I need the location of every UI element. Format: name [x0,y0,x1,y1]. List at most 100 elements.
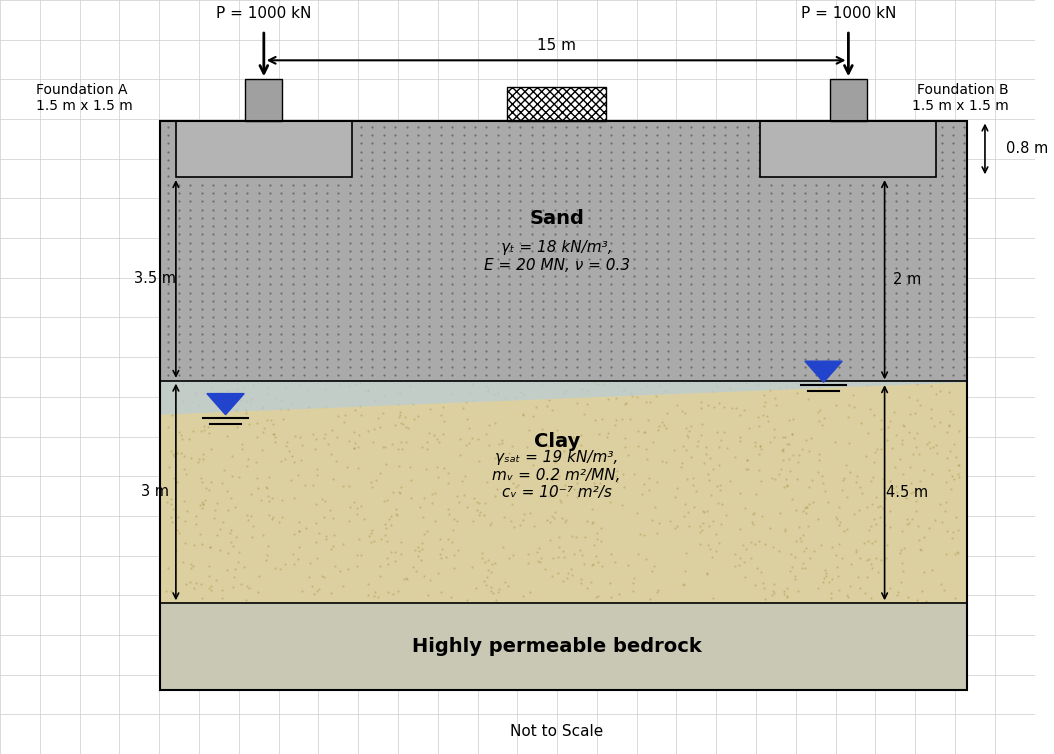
Point [316,571,333,583]
Point [780,438,797,450]
Point [901,461,918,474]
Point [543,571,560,583]
Point [680,431,697,443]
Point [422,574,438,586]
Point [623,387,640,399]
Point [564,530,581,542]
Point [834,553,851,565]
Point [558,513,574,526]
Point [228,404,245,416]
Point [575,558,592,570]
Point [215,403,232,415]
Point [177,468,194,480]
Point [214,584,231,596]
Point [470,433,487,445]
Point [480,554,496,566]
Point [658,422,675,434]
Point [839,590,856,602]
Text: P = 1000 kN: P = 1000 kN [801,6,896,21]
Point [683,451,700,463]
Point [242,510,259,522]
Point [867,553,884,565]
Point [190,452,207,464]
Point [487,593,504,605]
Point [566,548,583,560]
Point [534,455,551,467]
Point [544,403,561,415]
Point [721,382,738,394]
Point [777,431,794,443]
Point [383,519,399,531]
Point [278,437,295,449]
Point [629,425,646,437]
Point [440,503,456,515]
Point [254,402,271,414]
Point [935,584,952,596]
Point [571,445,588,457]
Point [788,474,805,486]
Point [487,489,504,501]
Point [442,591,458,603]
Point [290,525,307,537]
Point [875,502,892,514]
Point [649,584,666,596]
Point [816,412,833,425]
Point [596,378,612,390]
Point [186,539,202,551]
Point [568,477,585,489]
Point [286,492,302,504]
Point [359,385,376,397]
Point [642,396,659,408]
Point [332,379,349,391]
Point [367,587,384,599]
Point [657,385,674,397]
Point [308,433,325,445]
Point [530,555,547,567]
Point [636,478,652,490]
Point [579,515,596,527]
Point [245,379,261,391]
Point [793,535,809,547]
Point [752,440,768,452]
Point [325,512,341,524]
Point [868,492,885,504]
Point [826,436,843,448]
Point [912,544,929,556]
Point [196,421,213,433]
Point [704,385,721,397]
Point [694,524,710,536]
Point [389,443,406,455]
Point [426,429,443,441]
Point [736,403,753,415]
Point [919,438,936,450]
Point [743,552,760,564]
Point [193,578,210,590]
Point [628,507,645,519]
Point [765,423,782,435]
Point [195,424,212,436]
Point [293,585,310,597]
Point [620,449,637,461]
Point [231,546,248,558]
Point [175,463,192,475]
Point [879,421,896,433]
Point [421,427,437,439]
Point [617,432,633,444]
Point [946,592,963,604]
Point [893,576,910,588]
Point [782,566,799,578]
Point [738,378,755,390]
Point [349,462,366,474]
Point [175,395,192,407]
Polygon shape [207,394,245,415]
Point [837,459,854,471]
Point [786,569,803,581]
Point [804,496,821,508]
Point [412,501,429,513]
Point [747,579,764,591]
Point [858,554,875,566]
Point [471,509,488,521]
Point [842,580,859,592]
Point [352,549,369,561]
Point [429,433,446,445]
